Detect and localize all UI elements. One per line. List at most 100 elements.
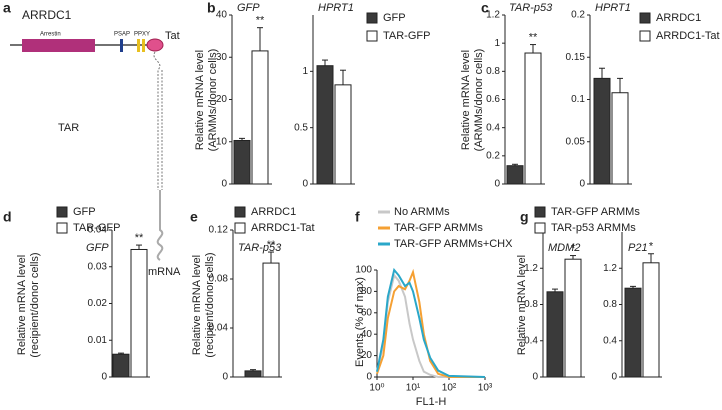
legend-label: No ARMMs [394,206,450,218]
panel-letter: d [3,209,12,225]
chart-title: MDM2 [548,242,580,254]
chart-title: HPRT1 [595,2,631,14]
legend-label: ARRDC1 [251,206,296,218]
bar [233,139,251,185]
arrestin-domain [22,39,95,52]
error-bar [599,67,605,79]
legend-label: TAR-GFP ARMMs [551,206,640,218]
y-tick-label: 0.4 [524,335,538,346]
chart-title: HPRT1 [318,2,354,14]
legend-swatch [56,222,68,234]
error-bar [322,59,328,66]
error-bar [552,288,558,292]
y-tick-label: 0.2 [486,150,500,161]
y-axis-label: Relative mRNA level [16,255,28,355]
legend-label: TAR-GFP ARMMs+CHX [394,238,513,250]
y-tick-label: 10 [216,136,228,147]
mrna-tail [156,190,164,261]
y-tick-label: 0.01 [88,335,108,346]
panel-letter: c [481,0,489,16]
y-tick-label: 80 [361,286,373,297]
legend-label: TAR-GFP ARMMs [394,222,483,234]
legend-swatch [534,206,546,218]
y-tick-label: 40 [361,329,373,340]
y-tick-label: 1 [302,66,308,77]
legend-label: ARRDC1 [656,12,701,24]
y-tick-label: 1 [494,38,500,49]
y-tick-label: 1.2 [603,263,617,274]
legend-swatch [366,30,378,42]
bar [611,92,629,185]
y-tick-label: 0 [302,179,308,190]
motif [137,39,140,52]
chart-title: GFP [86,242,109,254]
panel-letter: g [520,209,529,225]
legend-swatch [366,12,378,24]
y-tick-label: 0 [221,179,227,190]
y-tick-label: 1.2 [486,10,500,21]
error-bar [617,77,623,93]
motif [142,39,145,52]
protein-label: ARRDC1 [22,8,72,22]
significance: ** [267,239,276,251]
y-tick-label: 60 [361,307,373,318]
y-tick-label: 0 [366,372,372,383]
domain-label: Arrestin [40,32,61,38]
y-tick-label: 0 [494,179,500,190]
legend-label: TAR-GFP [383,30,430,42]
bar [130,248,148,378]
bar [624,287,642,378]
y-tick-label: 0.12 [209,225,229,236]
error-bar [257,27,263,51]
y-tick-label: 0.2 [571,10,585,21]
y-axis-label: Relative mRNA level [460,50,472,150]
legend-label: ARRDC1-Tat [656,30,720,42]
bar [593,77,611,185]
y-tick-label: 0 [101,372,107,383]
significance: ** [135,232,144,244]
y-tick-label: 1.2 [524,263,538,274]
significance: ** [529,31,538,43]
y-tick-label: 0.5 [294,122,308,133]
y-axis-label: Relative mRNA level [194,50,206,150]
y-tick-label: 0.08 [209,274,229,285]
y-axis-label: Relative mRNA level [191,255,203,355]
legend-label: GFP [383,12,406,24]
y-tick-label: 0.04 [209,323,229,334]
error-bar [630,285,636,289]
error-bar [118,352,124,355]
y-tick-label: 0 [222,372,228,383]
y-tick-label: 20 [216,94,228,105]
y-axis-label: (ARMMs/donor cells) [207,49,219,152]
y-tick-label: 30 [216,52,228,63]
bar [112,353,130,378]
histogram-line [376,267,486,378]
bar [524,52,542,185]
error-bar [340,69,346,85]
y-axis-label: (ARMMs/donor cells) [473,49,485,152]
tar-label: TAR [58,122,79,134]
y-tick-label: 0 [611,372,617,383]
bar [334,84,352,185]
tat [146,38,164,52]
y-tick-label: 0.8 [524,299,538,310]
error-bar [239,137,245,141]
x-axis-label: FL1-H [416,396,447,408]
panel-letter: b [207,0,216,16]
x-tick-label: 10⁰ [369,383,384,394]
error-bar [570,255,576,260]
y-tick-label: 0.4 [486,122,500,133]
diagram: ARRDC1 Arrestin PSAP PPXY Tat TAR mRNA [10,8,181,278]
bar [244,370,262,378]
panel-letter: e [190,209,198,225]
histogram-line [376,268,485,378]
y-tick-label: 0.6 [486,94,500,105]
motif [120,39,123,52]
bar [262,262,280,378]
chart-title: TAR-p53 [509,2,553,14]
y-tick-label: 0.15 [566,52,586,63]
y-tick-label: 0 [579,179,585,190]
y-tick-label: 0 [532,372,538,383]
panel-letter: f [355,209,360,225]
